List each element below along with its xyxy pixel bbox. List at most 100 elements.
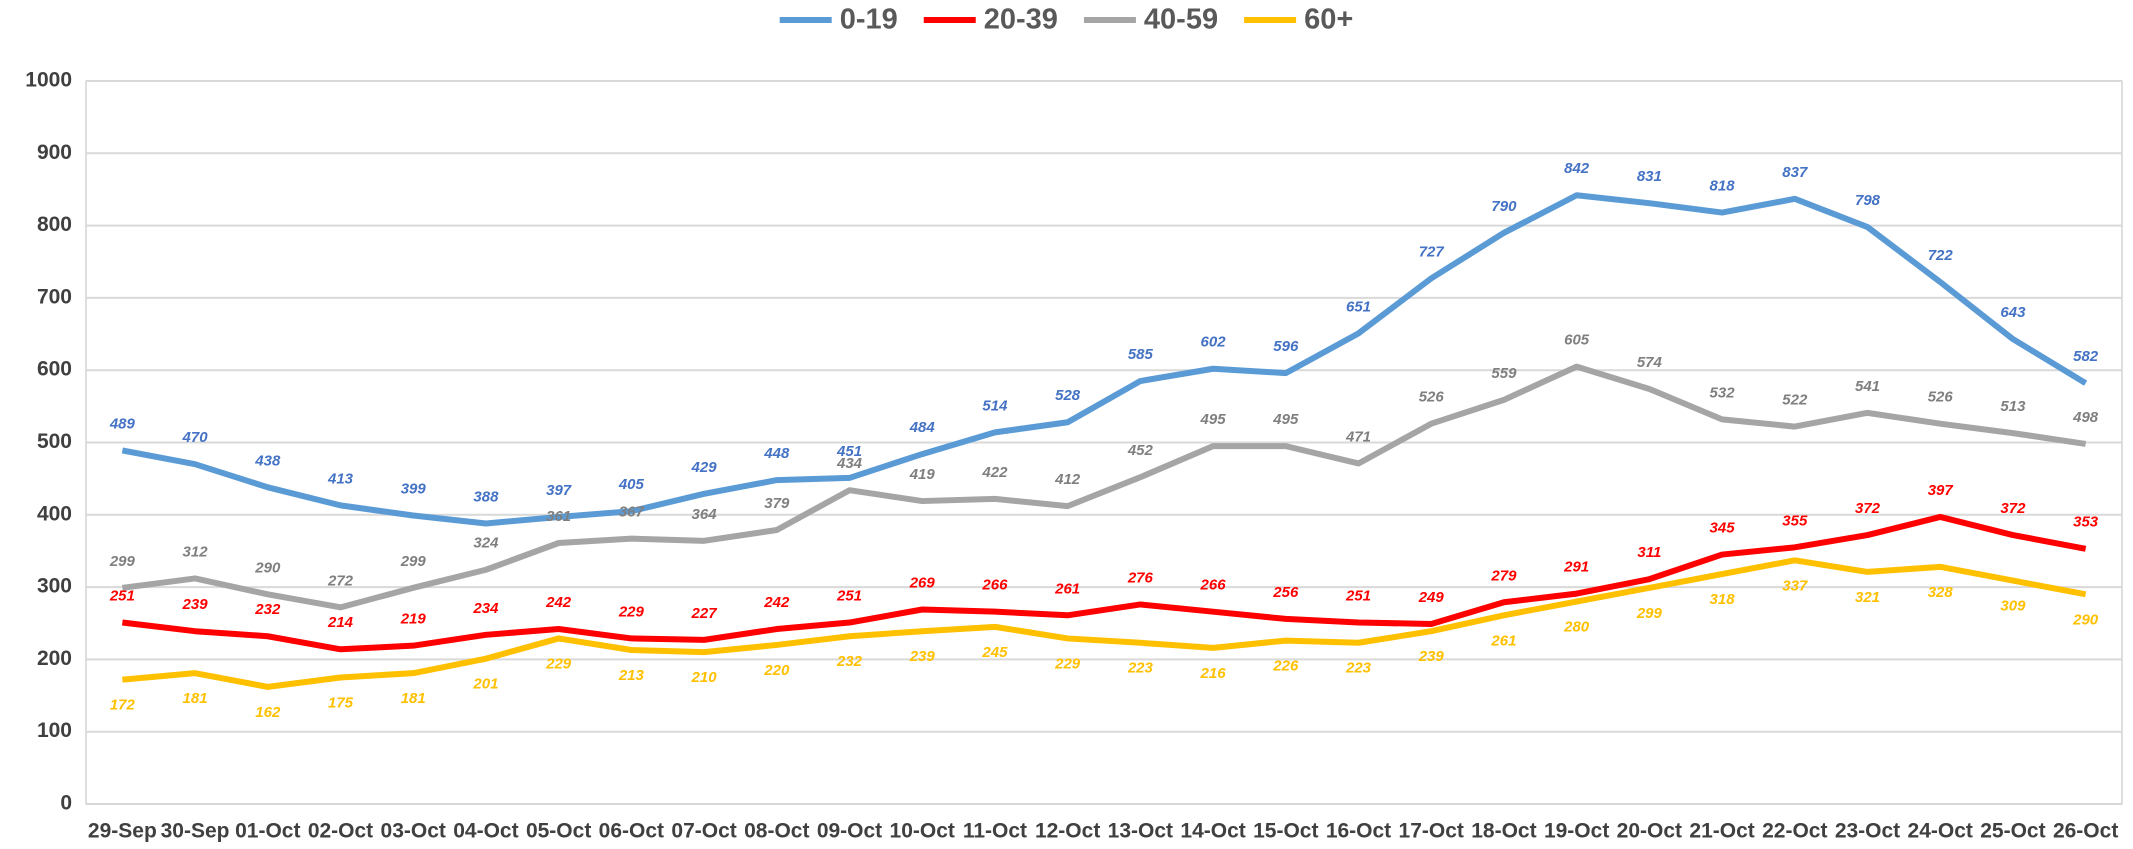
data-label: 272 <box>327 572 354 589</box>
data-label: 261 <box>1490 632 1516 649</box>
data-label: 651 <box>1346 298 1371 315</box>
x-tick-label: 08-Oct <box>744 820 809 843</box>
data-label: 232 <box>254 601 281 618</box>
y-tick-label: 500 <box>37 430 72 453</box>
data-label: 484 <box>909 419 936 436</box>
data-label: 266 <box>1200 577 1227 594</box>
x-tick-label: 11-Oct <box>963 820 1027 843</box>
data-label: 311 <box>1637 544 1661 561</box>
data-label: 790 <box>1491 198 1517 215</box>
x-tick-label: 06-Oct <box>599 820 664 843</box>
data-label: 514 <box>982 397 1008 414</box>
y-tick-label: 700 <box>37 285 72 308</box>
data-label: 242 <box>763 594 790 611</box>
data-label: 251 <box>836 587 862 604</box>
x-tick-label: 29-Sep <box>88 820 157 843</box>
y-tick-label: 400 <box>37 502 72 525</box>
y-tick-label: 600 <box>37 358 72 381</box>
data-label: 397 <box>546 482 572 499</box>
x-tick-label: 07-Oct <box>671 820 736 843</box>
data-label: 251 <box>1345 587 1371 604</box>
data-label: 397 <box>1928 482 1954 499</box>
x-tick-label: 22-Oct <box>1762 820 1827 843</box>
data-label: 162 <box>255 704 281 721</box>
x-tick-label: 12-Oct <box>1035 820 1100 843</box>
y-tick-label: 300 <box>37 575 72 598</box>
data-label: 181 <box>401 690 426 707</box>
x-tick-label: 20-Oct <box>1617 820 1682 843</box>
x-tick-label: 13-Oct <box>1108 820 1173 843</box>
x-tick-label: 23-Oct <box>1835 820 1900 843</box>
legend-label: 40-59 <box>1144 4 1218 36</box>
data-label: 842 <box>1564 160 1590 177</box>
data-label: 643 <box>2000 304 2026 321</box>
data-label: 216 <box>1200 665 1227 682</box>
x-tick-label: 02-Oct <box>308 820 373 843</box>
data-label: 299 <box>1636 605 1663 622</box>
x-tick-label: 04-Oct <box>453 820 518 843</box>
data-label: 201 <box>472 676 498 693</box>
data-label: 419 <box>909 466 936 483</box>
data-label: 470 <box>182 429 209 446</box>
data-label: 328 <box>1928 584 1954 601</box>
data-label: 596 <box>1273 338 1299 355</box>
y-tick-label: 800 <box>37 213 72 236</box>
series-line <box>122 557 2087 690</box>
legend-label: 60+ <box>1304 4 1353 36</box>
x-tick-label: 10-Oct <box>890 820 955 843</box>
data-label: 223 <box>1127 660 1154 677</box>
data-label: 367 <box>619 504 645 521</box>
data-label: 226 <box>1272 658 1299 675</box>
x-tick-label: 17-Oct <box>1399 820 1464 843</box>
data-label: 280 <box>1563 619 1590 636</box>
data-label: 412 <box>1054 471 1081 488</box>
data-label: 429 <box>691 459 718 476</box>
x-tick-label: 14-Oct <box>1180 820 1245 843</box>
data-label: 355 <box>1782 512 1808 529</box>
data-label: 318 <box>1710 591 1736 608</box>
data-label: 602 <box>1201 334 1227 351</box>
x-tick-label: 24-Oct <box>1908 820 1973 843</box>
data-label: 399 <box>401 480 427 497</box>
data-label: 605 <box>1564 332 1590 349</box>
data-label: 489 <box>109 415 136 432</box>
data-label: 818 <box>1710 178 1736 195</box>
data-label: 245 <box>981 644 1008 661</box>
data-label: 585 <box>1128 346 1154 363</box>
y-tick-label: 900 <box>37 141 72 164</box>
y-tick-label: 200 <box>37 647 72 670</box>
data-label: 175 <box>328 694 354 711</box>
data-label: 266 <box>981 577 1008 594</box>
data-label: 361 <box>546 508 571 525</box>
data-label: 526 <box>1928 389 1954 406</box>
data-label: 256 <box>1272 584 1299 601</box>
data-label: 321 <box>1855 589 1880 606</box>
data-label: 372 <box>2000 500 2026 517</box>
data-label: 526 <box>1419 389 1445 406</box>
y-tick-label: 1000 <box>25 69 72 92</box>
data-label: 227 <box>691 605 718 622</box>
y-tick-label: 100 <box>37 719 72 742</box>
data-label: 495 <box>1200 411 1227 428</box>
data-label: 532 <box>1710 384 1736 401</box>
data-label: 210 <box>691 669 718 686</box>
data-label: 290 <box>254 559 281 576</box>
data-label: 239 <box>1418 648 1445 665</box>
data-label: 345 <box>1710 520 1736 537</box>
data-label: 223 <box>1345 660 1372 677</box>
data-label: 438 <box>254 452 281 469</box>
data-label: 831 <box>1637 168 1662 185</box>
x-tick-label: 18-Oct <box>1471 820 1536 843</box>
data-label: 213 <box>618 667 645 684</box>
x-tick-label: 05-Oct <box>526 820 591 843</box>
legend-label: 0-19 <box>840 4 898 36</box>
x-tick-label: 25-Oct <box>1980 820 2045 843</box>
data-label: 448 <box>763 445 790 462</box>
data-label: 434 <box>836 455 863 472</box>
data-label: 239 <box>909 648 936 665</box>
data-label: 214 <box>327 614 354 631</box>
data-label: 522 <box>1782 392 1808 409</box>
data-label: 269 <box>909 574 936 591</box>
data-label: 471 <box>1345 428 1371 445</box>
data-label: 219 <box>400 611 427 628</box>
